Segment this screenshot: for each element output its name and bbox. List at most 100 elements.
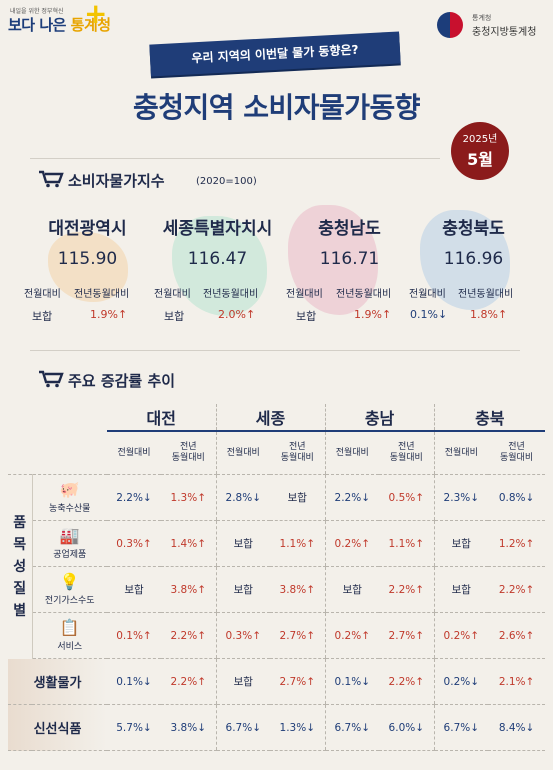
yoy-label: 전년동월대비 <box>458 289 514 300</box>
region-index: 116.47 <box>187 249 248 269</box>
region-card: 충청남도 116.71 <box>282 214 417 269</box>
category-cell: 🏭 공업제품 <box>32 520 107 567</box>
utility-icon: 💡 <box>59 572 80 591</box>
factory-icon: 🏭 <box>59 526 80 545</box>
yoy-value: 2.0%↑ <box>218 308 256 321</box>
table-cell: 2.2%↑ <box>379 658 435 705</box>
category-cell: 💡 전기가스수도 <box>32 566 107 613</box>
table-cell: 2.3%↓ <box>433 474 489 521</box>
yoy-value: 1.9%↑ <box>90 308 128 321</box>
table-cell: 2.7%↑ <box>270 658 326 705</box>
table-cell: 6.0%↓ <box>379 704 435 751</box>
yoy-header-b: 동월대비 <box>389 453 423 463</box>
table-cell: 보합 <box>433 520 489 567</box>
mom-header: 전월대비 <box>324 431 380 475</box>
mom-value: 0.1%↓ <box>410 308 448 321</box>
region-name: 대전광역시 <box>48 219 127 239</box>
yoy-label: 전년동월대비 <box>74 289 130 300</box>
cpi-section-title: 소비자물가지수 <box>68 172 165 190</box>
mom-value: 보합 <box>164 310 185 323</box>
table-cell: 6.7%↓ <box>324 704 380 751</box>
category-label: 생활물가 <box>8 658 107 705</box>
group-char: 품 <box>13 514 27 531</box>
region-card: 충청북도 116.96 <box>406 214 541 269</box>
yoy-value: 1.8%↑ <box>470 308 508 321</box>
table-cell: 보합 <box>215 520 271 567</box>
table-cell: 0.2%↑ <box>324 612 380 659</box>
yoy-header-a: 전년 <box>508 442 525 452</box>
region-name: 충청남도 <box>318 219 381 239</box>
date-badge: 2025년 5월 <box>451 122 509 180</box>
table-cell: 2.1%↑ <box>488 658 546 705</box>
table-cell: 3.8%↓ <box>161 704 217 751</box>
category-cell: 🐖 농축수산물 <box>32 474 107 521</box>
table-cell: 2.7%↑ <box>270 612 326 659</box>
region-header: 충북 <box>433 404 546 432</box>
yoy-value: 1.9%↑ <box>354 308 392 321</box>
group-char: 질 <box>13 580 27 597</box>
table-cell: 0.2%↑ <box>324 520 380 567</box>
service-icon: 📋 <box>59 618 80 637</box>
region-index: 115.90 <box>57 249 118 269</box>
table-cell: 0.5%↑ <box>379 474 435 521</box>
region-header: 세종 <box>215 404 326 432</box>
yoy-label: 전년동월대비 <box>336 289 392 300</box>
table-cell: 1.3%↑ <box>161 474 217 521</box>
agency-name: 충청지방통계청 <box>472 27 537 38</box>
table-cell: 2.2%↓ <box>324 474 380 521</box>
daejeon-map-shape <box>48 232 128 302</box>
mom-label: 전월대비 <box>286 289 323 300</box>
table-cell: 1.1%↑ <box>270 520 326 567</box>
region-name: 충청북도 <box>442 219 505 239</box>
trend-section-title: 주요 증감률 추이 <box>68 372 176 390</box>
category-label: 전기가스수도 <box>44 596 95 606</box>
table-cell: 2.2%↑ <box>161 658 217 705</box>
yoy-header-b: 동월대비 <box>499 453 534 463</box>
table-cell: 6.7%↓ <box>433 704 489 751</box>
sejong-map-shape <box>172 216 267 316</box>
yoy-header-b: 동월대비 <box>171 453 205 463</box>
yoy-label: 전년동월대비 <box>203 289 259 300</box>
table-cell: 3.8%↑ <box>270 566 326 613</box>
table-cell: 2.2%↑ <box>161 612 217 659</box>
table-cell: 3.8%↑ <box>161 566 217 613</box>
table-cell: 0.2%↓ <box>433 658 489 705</box>
cart-icon <box>39 370 64 388</box>
mom-label: 전월대비 <box>409 289 446 300</box>
table-cell: 보합 <box>215 566 271 613</box>
category-label: 서비스 <box>57 642 83 652</box>
logo-text-b: 통계청 <box>70 16 111 34</box>
mom-label: 전월대비 <box>24 289 61 300</box>
region-name: 세종특별자치시 <box>162 219 273 239</box>
cpi-section-subtitle: (2020=100) <box>196 176 257 187</box>
trend-table: 대전 세종 충남 충북 전월대비 전년 동월대비 전월대비 전년 동월대비 전월대비… <box>8 404 546 751</box>
region-card: 세종특별자치시 116.47 <box>150 214 285 269</box>
region-index: 116.96 <box>443 249 504 269</box>
table-cell: 0.2%↑ <box>433 612 489 659</box>
table-cell: 보합 <box>215 658 271 705</box>
table-cell: 2.6%↑ <box>488 612 546 659</box>
region-card: 대전광역시 115.90 <box>20 214 155 269</box>
table-cell: 2.7%↑ <box>379 612 435 659</box>
table-cell: 1.2%↑ <box>488 520 546 567</box>
table-cell: 2.8%↓ <box>215 474 271 521</box>
table-cell: 보합 <box>270 474 326 521</box>
table-cell: 6.7%↓ <box>215 704 271 751</box>
logo-text-a: 보다 나은 <box>8 16 71 34</box>
yoy-header: 전년 동월대비 <box>161 431 217 475</box>
table-cell: 2.2%↑ <box>379 566 435 613</box>
table-cell: 0.1%↓ <box>324 658 380 705</box>
yoy-header-a: 전년 <box>179 442 197 452</box>
table-cell: 1.1%↑ <box>379 520 435 567</box>
divider <box>30 158 440 159</box>
page-title: 충청지역 소비자물가동향 <box>132 91 421 124</box>
category-label: 농축수산물 <box>49 504 91 514</box>
table-cell: 0.8%↓ <box>488 474 546 521</box>
region-index: 116.71 <box>319 249 380 269</box>
mom-header: 전월대비 <box>433 431 489 475</box>
group-char: 별 <box>13 602 27 619</box>
group-char: 목 <box>13 536 27 553</box>
category-label: 공업제품 <box>53 550 87 560</box>
category-cell: 📋 서비스 <box>32 612 107 659</box>
date-year: 2025년 <box>462 134 498 145</box>
